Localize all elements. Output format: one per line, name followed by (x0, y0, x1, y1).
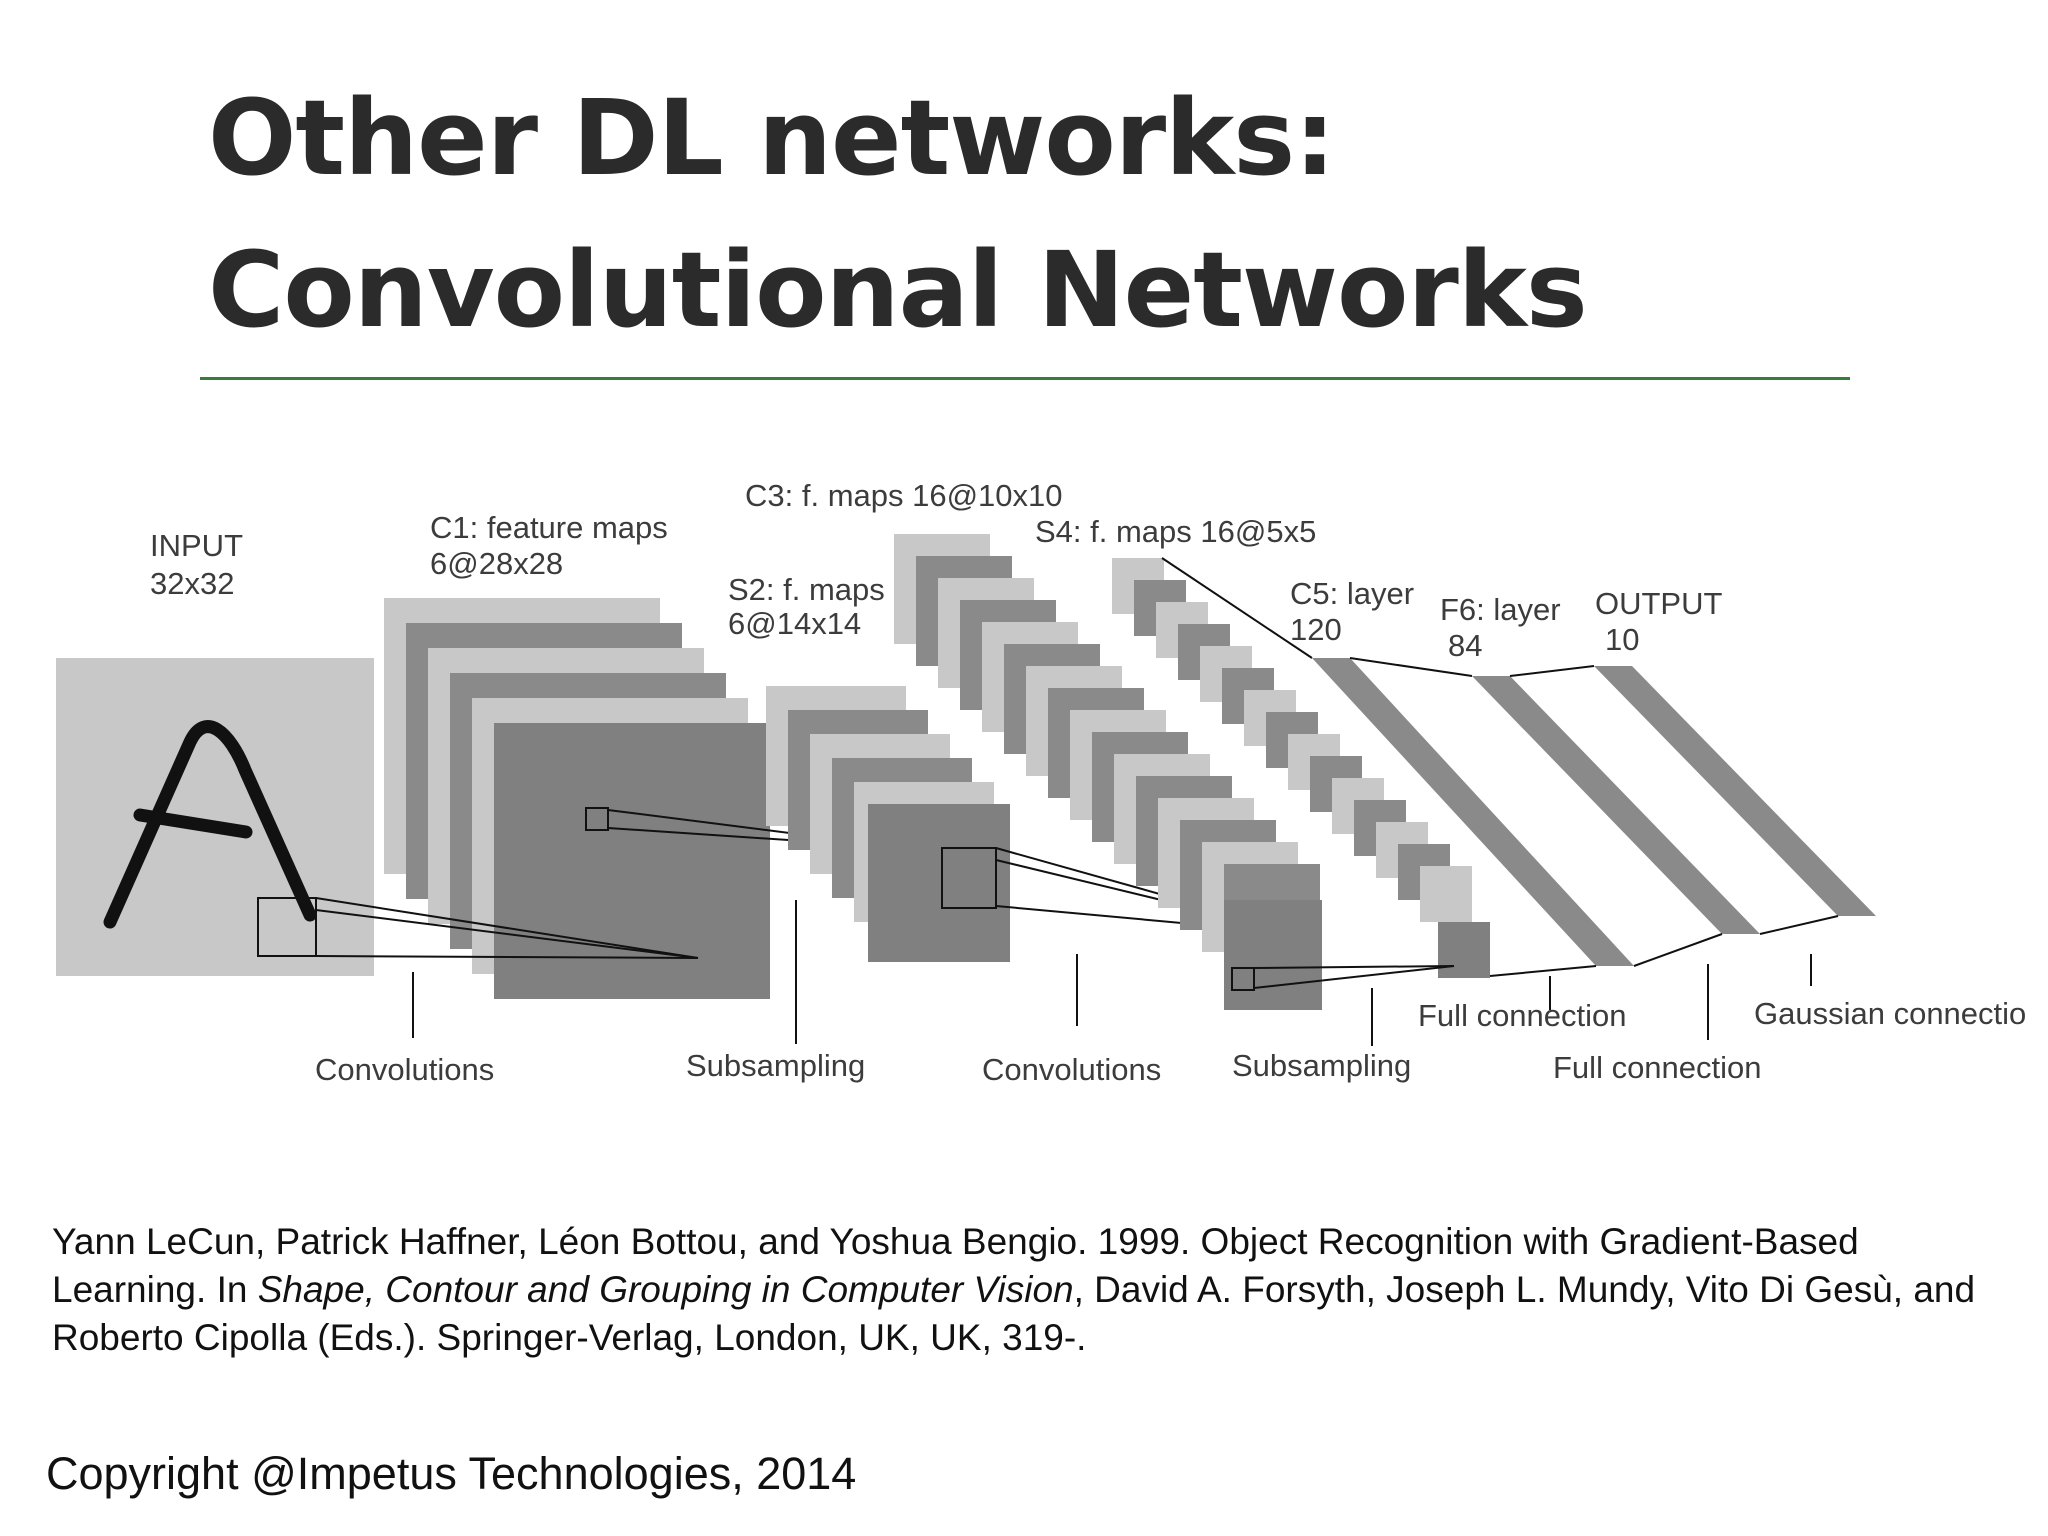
s2-feature-maps (766, 686, 1010, 962)
reference-book-title: Shape, Contour and Grouping in Computer … (257, 1269, 1074, 1310)
output-layer-band (1594, 666, 1876, 916)
operation-tick-lines (412, 900, 1812, 1046)
conv1-connection-lines (315, 897, 699, 959)
s4-label: S4: f. maps 16@5x5 (1035, 514, 1316, 549)
c3-label: C3: f. maps 16@10x10 (745, 478, 1063, 513)
c5-size-label: 120 (1290, 612, 1342, 647)
fc-connection-lines (1161, 557, 1839, 977)
op-subsampling-2: Subsampling (1232, 1048, 1411, 1083)
op-full-connection-1: Full connection (1418, 998, 1627, 1033)
op-full-connection-2: Full connection (1553, 1050, 1762, 1085)
c3-front-map (1224, 900, 1322, 1010)
reference-citation: Yann LeCun, Patrick Haffner, Léon Bottou… (52, 1218, 2012, 1362)
f6-layer-band (1472, 676, 1760, 934)
title-divider (200, 377, 1850, 380)
output-label: OUTPUT (1595, 586, 1723, 621)
reference-text-part2: , David A. Forsyth, Joseph L. Mundy, Vit… (52, 1269, 1976, 1358)
op-convolutions-1: Convolutions (315, 1052, 494, 1087)
op-convolutions-2: Convolutions (982, 1052, 1161, 1087)
c1-receptive-field (585, 807, 609, 831)
c5-layer-band (1312, 658, 1634, 966)
f6-size-label: 84 (1448, 628, 1482, 663)
input-image (56, 658, 374, 976)
c3-feature-maps (894, 534, 1322, 1010)
s4-feature-maps (1112, 558, 1490, 978)
letter-a-glyph (103, 720, 317, 929)
copyright-footer: Copyright @Impetus Technologies, 2014 (46, 1448, 857, 1499)
c3-s4-connection-lines (1253, 965, 1455, 989)
lenet-architecture-diagram: INPUT 32x32 C1: feature maps 6@28x28 S2:… (56, 478, 2026, 1087)
input-label: INPUT (150, 528, 243, 563)
c1-feature-maps (384, 598, 770, 999)
input-size-label: 32x32 (150, 566, 234, 601)
output-size-label: 10 (1605, 622, 1639, 657)
s4-front-map (1438, 922, 1490, 978)
c5-label: C5: layer (1290, 576, 1414, 611)
fully-connected-layers (1312, 658, 1876, 966)
c1-size-label: 6@28x28 (430, 546, 563, 581)
op-gaussian-connection: Gaussian connectio (1754, 996, 2026, 1031)
c1-label: C1: feature maps (430, 510, 668, 545)
c3-receptive-field (1231, 967, 1255, 991)
f6-label: F6: layer (1440, 592, 1561, 627)
s2-receptive-field (941, 847, 997, 909)
slide-title-line1: Other DL networks: (208, 77, 1336, 199)
op-subsampling-1: Subsampling (686, 1048, 865, 1083)
s2-label: S2: f. maps (728, 572, 885, 607)
s4-map (1420, 866, 1472, 922)
input-receptive-field (257, 897, 317, 957)
slide-title: Other DL networks: Convolutional Network… (208, 62, 1588, 366)
s2-size-label: 6@14x14 (728, 606, 861, 641)
reference-text-part1: Yann LeCun, Patrick Haffner, Léon Bottou… (52, 1221, 1859, 1310)
slide-title-line2: Convolutional Networks (208, 229, 1588, 351)
